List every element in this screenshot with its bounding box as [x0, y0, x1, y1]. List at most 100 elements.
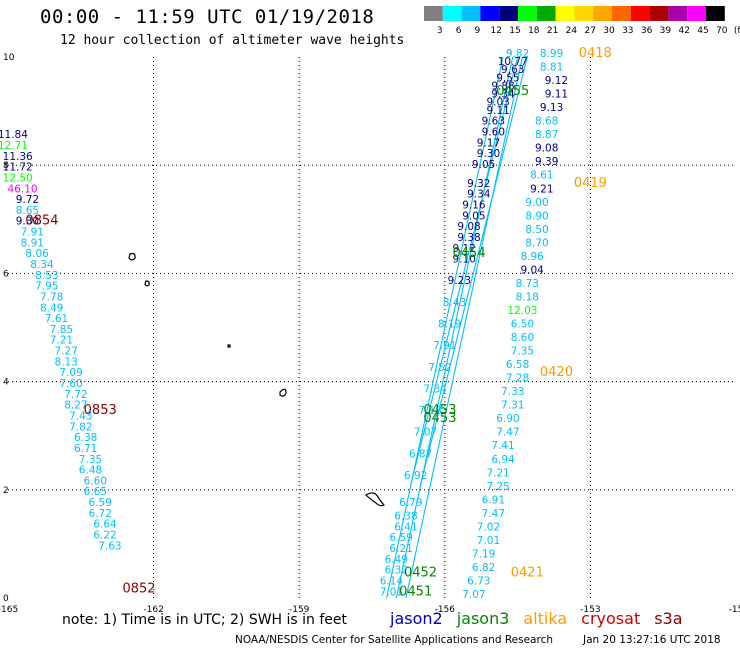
colorbar-swatch [480, 6, 500, 21]
colorbar-swatch [424, 6, 443, 21]
wave-height-value: 6.48 [79, 465, 102, 477]
colorbar-swatch [630, 6, 650, 21]
wave-height-value: 6.90 [496, 413, 519, 425]
wave-height-value: 6.72 [89, 508, 112, 520]
pass-time-label: 0453 [423, 411, 456, 426]
plot-grid [8, 57, 736, 598]
island-outline [144, 280, 150, 287]
footer-center: NOAA/NESDIS Center for Satellite Applica… [235, 634, 553, 646]
wave-height-value: 8.73 [516, 278, 539, 290]
pass-time-label: 0854 [25, 214, 58, 229]
colorbar-swatch [499, 6, 518, 21]
wave-height-value: 8.65 [16, 205, 39, 217]
wave-height-value: 8.43 [443, 297, 466, 309]
wave-height-value: 9.12 [453, 243, 476, 255]
wave-height-value: 7.91 [21, 227, 44, 239]
note-text: note: 1) Time is in UTC; 2) SWH is in fe… [62, 612, 348, 628]
x-tick-label: -165 [0, 605, 18, 615]
wave-height-value: 9.04 [520, 264, 544, 276]
wave-height-value: 11.84 [0, 129, 28, 141]
colorbar-label: 42 [678, 26, 689, 36]
wave-height-value: 9.16 [462, 199, 486, 211]
wave-height-value: 7.28 [506, 373, 529, 385]
data-marks: 11.8412.7111.3611.7212.5046.109.728.659.… [0, 46, 612, 601]
y-tick-label: 6 [3, 269, 9, 279]
wave-height-value: 8.27 [64, 400, 87, 412]
wave-height-value: 8.87 [535, 129, 558, 141]
wave-height-value: 7.91 [433, 340, 456, 352]
wave-height-value: 8.70 [525, 237, 548, 249]
legend-jason3: jason3 [456, 609, 510, 628]
coastline [128, 252, 386, 507]
colorbar-label: 30 [603, 26, 615, 36]
colorbar-swatch [555, 6, 575, 21]
wave-height-value: 9.11 [545, 89, 568, 101]
wave-height-value: 8.91 [21, 237, 44, 249]
pass-time-label: 0451 [399, 584, 432, 599]
wave-height-value: 7.52 [428, 362, 451, 374]
wave-height-value: 7.19 [472, 548, 495, 560]
colorbar-swatch [593, 6, 612, 21]
wave-height-value: 9.08 [457, 221, 480, 233]
wave-height-value: 7.31 [501, 400, 524, 412]
wave-height-value: 11.36 [3, 151, 33, 163]
wave-height-value: 6.32 [385, 565, 408, 577]
wave-height-value: 6.64 [93, 519, 117, 531]
wave-height-value: 9.03 [486, 97, 509, 109]
colorbar-label: 27 [584, 26, 595, 36]
colorbar-label: 70 [716, 26, 728, 36]
pass-time-label: 0454 [453, 246, 486, 261]
wave-height-value: 6.38 [394, 511, 417, 523]
wave-height-value: 6.21 [389, 543, 412, 555]
colorbar-swatch [442, 6, 462, 21]
swath-track-line [386, 56, 504, 599]
wave-height-value: 6.49 [385, 554, 408, 566]
wave-height-value: 8.60 [511, 332, 534, 344]
legend-jason2: jason2 [390, 609, 443, 628]
legend-s3a: s3a [654, 609, 683, 628]
wave-height-value: 6.87 [409, 448, 432, 460]
wave-height-value: 6.82 [472, 562, 495, 574]
wave-height-value: 8.68 [535, 116, 558, 128]
wave-height-value: 8.19 [438, 319, 461, 331]
wave-height-value: 6.58 [506, 359, 529, 371]
wave-height-value: 9.08 [535, 143, 558, 155]
swath-track-line [419, 56, 528, 485]
pass-time-label: 0852 [122, 582, 155, 597]
wave-height-value: 7.35 [511, 346, 534, 358]
y-tick-label: 2 [3, 486, 9, 496]
swath-track-line [405, 56, 523, 599]
wave-height-value: 7.60 [59, 378, 82, 390]
pass-time-label: 0853 [84, 403, 117, 418]
colorbar-label: 39 [660, 26, 672, 36]
wave-height-value: 8.96 [520, 251, 544, 263]
footer: NOAA/NESDIS Center for Satellite Applica… [235, 634, 721, 646]
axis-ticks: -165 -162 -159 -156 -153 -15 0 2 4 6 8 10 [0, 53, 740, 615]
pass-time-label: 0452 [404, 565, 437, 580]
pass-time-label: 0418 [579, 46, 612, 61]
wave-height-value: 7.47 [496, 427, 519, 439]
wave-height-value: 7.35 [79, 454, 102, 466]
wave-height-value: 7.85 [50, 324, 73, 336]
wave-height-value: 8.61 [530, 170, 553, 182]
wave-height-value: 8.50 [525, 224, 548, 236]
wave-height-value: 8.06 [25, 248, 49, 260]
colorbar-label: 24 [566, 26, 578, 36]
wave-height-value: 9.39 [535, 156, 558, 168]
colorbar-swatch [649, 6, 669, 21]
wave-height-value: 9.72 [16, 194, 39, 206]
wave-height-value: 6.71 [74, 443, 97, 455]
wave-height-value: 9.12 [545, 75, 568, 87]
wave-height-value: 7.95 [35, 281, 58, 293]
colorbar-label: 9 [475, 26, 481, 36]
wave-height-value: 6.41 [394, 521, 417, 533]
wave-height-value: 9.82 [506, 48, 529, 60]
colorbar-label: 15 [509, 26, 520, 36]
wave-height-value: 9.00 [525, 197, 548, 209]
x-tick-label: -159 [289, 605, 310, 615]
wave-height-value: 6.59 [389, 532, 412, 544]
wave-height-value: 7.09 [59, 367, 82, 379]
x-tick-label: -156 [435, 605, 456, 615]
swath-track-line [410, 56, 519, 485]
